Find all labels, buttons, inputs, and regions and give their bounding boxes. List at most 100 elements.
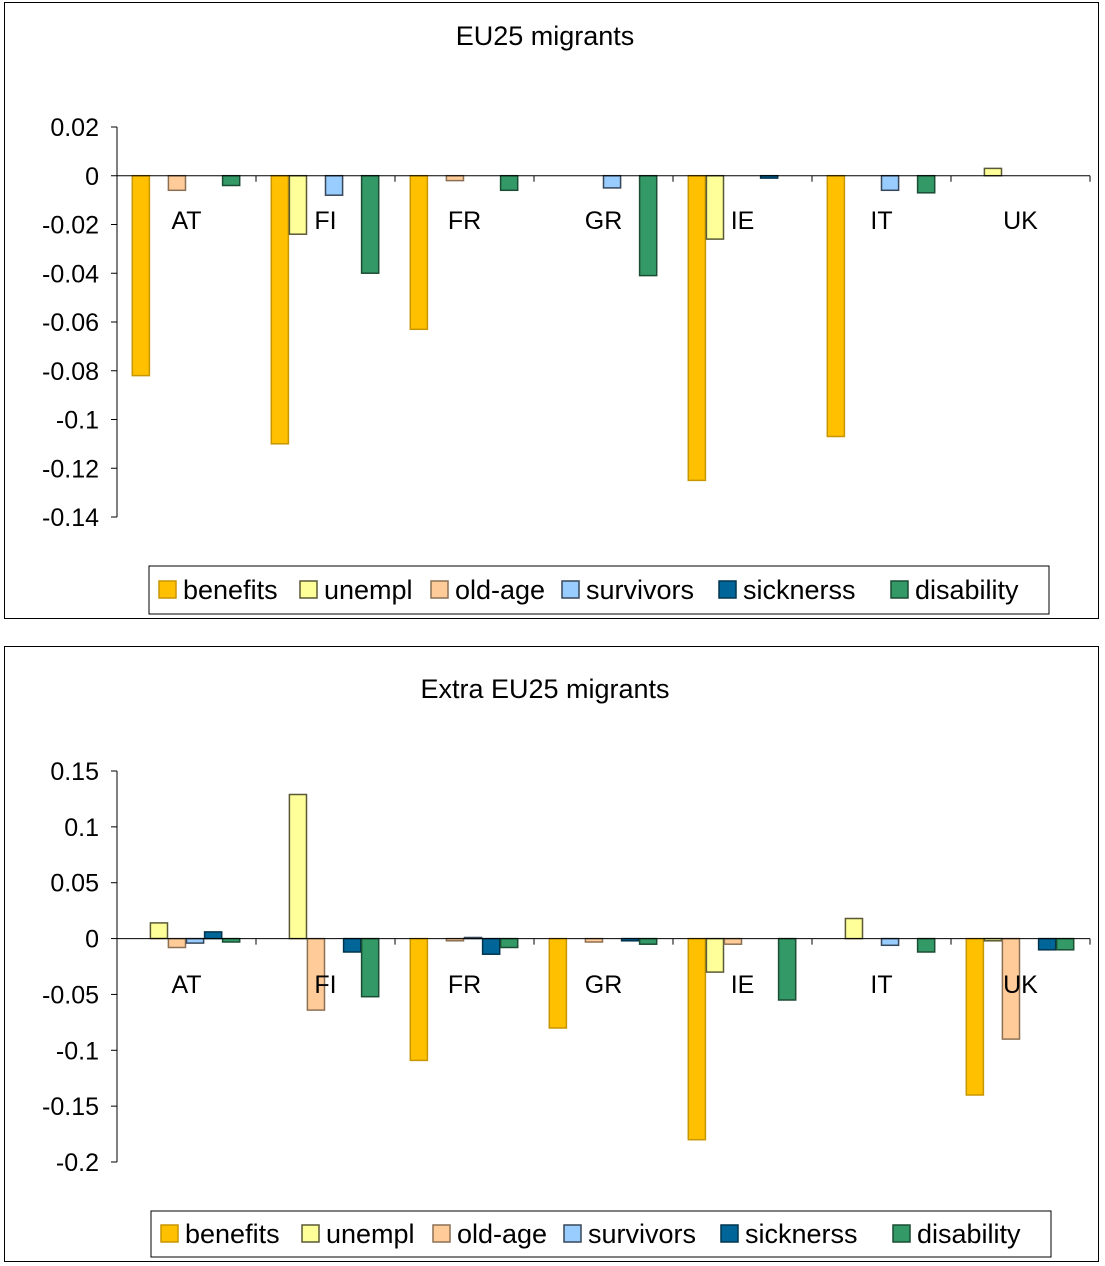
bar-benefits-IT <box>826 174 846 438</box>
legend-swatch-unempl <box>299 580 318 599</box>
bar-survivors-IT <box>880 937 900 947</box>
bar-chart-eu25: EU25 migrants 0.02 0 -0.02 -0.04 -0.06 -0.08 -0… <box>42 21 1091 615</box>
y-tick-label: -0.04 <box>42 260 99 288</box>
legend-swatch-disability <box>890 580 909 599</box>
bar-chart-extra-eu25: Extra EU25 migrants 0.15 0.1 0.05 0 -0.05 -0.1… <box>42 674 1091 1258</box>
legend-label-old-age: old-age <box>457 1219 547 1249</box>
chart-panel-eu25: EU25 migrants 0.02 0 -0.02 -0.04 -0.06 -0.08 -0… <box>4 2 1099 619</box>
bar-disability-IT <box>916 937 936 953</box>
y-tick-label: -0.2 <box>56 1149 99 1177</box>
legend-swatch-unempl <box>301 1224 320 1243</box>
y-tick-label: -0.1 <box>56 407 99 435</box>
bar-survivors-AT <box>185 937 205 944</box>
y-tick-label: 0.05 <box>50 870 99 898</box>
bar-survivors-IT <box>880 174 900 192</box>
category-label-FR: FR <box>448 207 481 235</box>
y-tick-label: -0.14 <box>42 504 99 532</box>
legend-label-benefits: benefits <box>185 1219 280 1249</box>
legend-label-disability: disability <box>915 575 1019 605</box>
y-tick-label: -0.06 <box>42 309 99 337</box>
category-label-FI: FI <box>314 971 336 999</box>
bar-disability-GR <box>638 174 658 277</box>
chart-panel-extra-eu25: Extra EU25 migrants 0.15 0.1 0.05 0 -0.05 -0.1… <box>4 646 1099 1262</box>
category-label-AT: AT <box>171 971 201 999</box>
legend-label-sicknerss: sicknerss <box>745 1219 858 1249</box>
legend-label-sicknerss: sicknerss <box>743 575 856 605</box>
bar-disability-FI <box>360 174 380 274</box>
legend-swatch-old-age <box>430 580 449 599</box>
bar-disability-UK <box>1055 937 1075 951</box>
y-tick-label: -0.15 <box>42 1093 99 1121</box>
category-label-IE: IE <box>731 207 755 235</box>
category-label-UK: UK <box>1003 971 1038 999</box>
bar-old-age-FR <box>445 174 465 182</box>
bar-disability-IT <box>916 174 936 194</box>
category-label-AT: AT <box>171 207 201 235</box>
bar-old-age-IE <box>723 937 743 945</box>
bar-unempl-IE <box>705 937 725 973</box>
bar-disability-FI <box>360 937 380 998</box>
legend-label-unempl: unempl <box>324 575 413 605</box>
y-tick-label: 0.15 <box>50 758 99 786</box>
category-label-IT: IT <box>870 207 892 235</box>
bar-old-age-AT <box>167 174 187 192</box>
legend-swatch-disability <box>892 1224 911 1243</box>
legend-label-survivors: survivors <box>586 575 694 605</box>
category-label-IE: IE <box>731 971 755 999</box>
bar-survivors-FI <box>324 174 344 196</box>
chart-title: EU25 migrants <box>456 21 635 51</box>
bar-benefits-GR <box>548 937 568 1029</box>
y-tick-label: 0.1 <box>64 814 99 842</box>
bar-benefits-FR <box>409 937 429 1062</box>
legend-label-survivors: survivors <box>588 1219 696 1249</box>
legend-swatch-sicknerss <box>720 1224 739 1243</box>
bar-unempl-AT <box>149 922 169 940</box>
bar-sicknerss-FI <box>342 937 362 953</box>
bar-unempl-UK <box>983 167 1003 177</box>
legend-swatch-survivors <box>561 580 580 599</box>
bar-old-age-AT <box>167 937 187 949</box>
category-label-GR: GR <box>585 971 623 999</box>
bar-old-age-GR <box>584 937 604 943</box>
y-tick-label: 0 <box>85 163 99 191</box>
legend-swatch-benefits <box>158 580 177 599</box>
category-label-FR: FR <box>448 971 481 999</box>
bar-sicknerss-UK <box>1037 937 1057 951</box>
legend-swatch-benefits <box>160 1224 179 1243</box>
bar-sicknerss-FR <box>481 937 501 955</box>
legend-swatch-survivors <box>563 1224 582 1243</box>
bar-survivors-GR <box>602 174 622 189</box>
category-label-UK: UK <box>1003 207 1038 235</box>
category-label-GR: GR <box>585 207 623 235</box>
bar-disability-FR <box>499 174 519 192</box>
legend-label-disability: disability <box>917 1219 1021 1249</box>
legend-label-unempl: unempl <box>326 1219 415 1249</box>
bar-disability-AT <box>221 174 241 187</box>
y-tick-label: -0.08 <box>42 358 99 386</box>
bar-disability-AT <box>221 937 241 943</box>
legend-swatch-sicknerss <box>718 580 737 599</box>
y-tick-label: -0.05 <box>42 981 99 1009</box>
bar-unempl-FI <box>288 174 308 235</box>
chart-title: Extra EU25 migrants <box>420 674 669 704</box>
bar-unempl-FI <box>288 793 308 940</box>
y-tick-label: 0 <box>85 926 99 954</box>
y-tick-label: -0.02 <box>42 212 99 240</box>
bar-benefits-AT <box>131 174 151 377</box>
legend-label-benefits: benefits <box>183 575 278 605</box>
bar-disability-FR <box>499 937 519 949</box>
bar-benefits-FI <box>270 174 290 445</box>
bar-disability-IE <box>777 937 797 1001</box>
bar-benefits-FR <box>409 174 429 331</box>
category-label-FI: FI <box>314 207 336 235</box>
y-tick-label: 0.02 <box>50 114 99 142</box>
bar-unempl-IE <box>705 174 725 240</box>
bar-benefits-IE <box>687 174 707 482</box>
bar-unempl-IT <box>844 917 864 940</box>
legend-swatch-old-age <box>432 1224 451 1243</box>
bar-sicknerss-AT <box>203 931 223 940</box>
y-tick-label: -0.1 <box>56 1037 99 1065</box>
bar-benefits-UK <box>965 937 985 1096</box>
bar-benefits-IE <box>687 937 707 1141</box>
legend-label-old-age: old-age <box>455 575 545 605</box>
